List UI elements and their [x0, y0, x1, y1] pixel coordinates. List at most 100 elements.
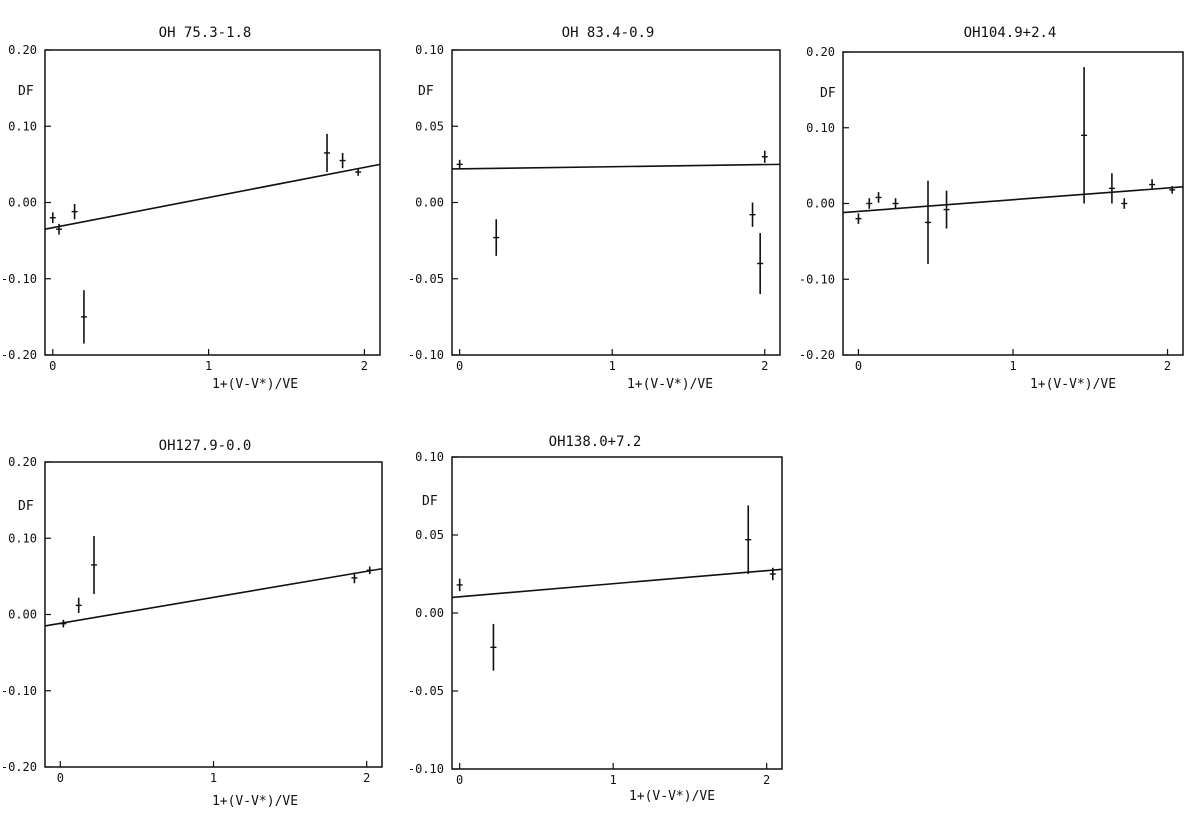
y-tick-label: 0.05 — [415, 528, 444, 542]
x-tick-label: 1 — [205, 359, 212, 373]
y-tick-label: 0.20 — [8, 455, 37, 469]
data-point — [324, 133, 331, 172]
data-point — [1121, 198, 1128, 209]
x-tick-label: 2 — [761, 359, 768, 373]
y-tick-label: -0.10 — [408, 762, 444, 776]
data-point — [943, 190, 950, 229]
plot-area: 0.20 0.10 0.00 -0.10 -0.20 0 1 2 — [1, 43, 381, 373]
y-tick-label: -0.10 — [1, 272, 37, 286]
data-point — [1149, 179, 1156, 190]
x-tick-label: 2 — [361, 359, 368, 373]
x-axis-label: 1+(V-V*)/VE — [629, 789, 715, 804]
fit-line — [451, 568, 783, 599]
panel-5: OH138.0+7.2 DF 1+(V-V*)/VE 0.10 0.05 0.00 -… — [408, 434, 783, 804]
data-point — [339, 152, 346, 169]
data-point — [925, 180, 931, 265]
y-tick-label: -0.10 — [1, 684, 37, 698]
plot-area: 0.20 0.10 0.00 -0.10 -0.20 0 1 2 — [799, 45, 1184, 373]
y-tick-label: 0.00 — [415, 606, 444, 620]
y-tick-label: 0.00 — [415, 196, 444, 210]
panel-4: OH127.9-0.0 DF 1+(V-V*)/VE 0.20 0.10 0.00 -… — [1, 438, 383, 809]
y-tick-label: 0.00 — [8, 608, 37, 622]
x-tick-label: 1 — [1009, 359, 1016, 373]
y-axis-label: DF — [418, 84, 434, 99]
y-tick-label: -0.05 — [408, 272, 444, 286]
x-tick-label: 0 — [57, 771, 64, 785]
y-tick-label: 0.05 — [415, 119, 444, 133]
x-axis-label: 1+(V-V*)/VE — [212, 377, 298, 392]
data-point — [761, 150, 768, 163]
data-point — [351, 572, 358, 584]
data-point — [355, 168, 362, 176]
x-axis-label: 1+(V-V*)/VE — [627, 377, 713, 392]
x-tick-label: 2 — [1164, 359, 1171, 373]
y-axis-label: DF — [18, 499, 34, 514]
x-tick-label: 2 — [363, 771, 370, 785]
y-tick-label: 0.00 — [806, 197, 835, 211]
x-tick-label: 0 — [49, 359, 56, 373]
plot-frame — [451, 456, 783, 770]
y-tick-label: 0.10 — [806, 121, 835, 135]
plot-area: 0.10 0.05 0.00 -0.05 -0.10 0 1 2 — [408, 43, 781, 373]
plot-area: 0.10 0.05 0.00 -0.05 -0.10 0 1 2 — [408, 450, 783, 787]
y-tick-label: 0.10 — [8, 119, 37, 133]
y-tick-label: -0.10 — [408, 348, 444, 362]
fit-line — [44, 567, 383, 627]
y-tick-label: -0.20 — [799, 348, 835, 362]
y-tick-label: 0.20 — [806, 45, 835, 59]
y-tick-label: -0.10 — [799, 272, 835, 286]
x-axis-label: 1+(V-V*)/VE — [212, 794, 298, 809]
data-point — [60, 619, 67, 628]
fit-line — [842, 186, 1184, 214]
data-point — [493, 219, 500, 256]
data-point — [769, 567, 776, 581]
panel-3: OH104.9+2.4 DF 1+(V-V*)/VE 0.20 0.10 0.00 -… — [799, 25, 1184, 392]
data-point — [749, 202, 756, 227]
data-point — [892, 198, 899, 209]
plot-area: 0.20 0.10 0.00 -0.10 -0.20 0 1 2 — [1, 455, 383, 785]
data-point — [1081, 67, 1088, 204]
y-tick-label: 0.00 — [8, 196, 37, 210]
data-point — [456, 578, 463, 592]
data-point — [757, 233, 764, 294]
plot-frame — [44, 49, 381, 356]
data-point — [490, 623, 497, 671]
data-point — [49, 212, 56, 224]
x-axis-label: 1+(V-V*)/VE — [1030, 377, 1116, 392]
data-point — [71, 204, 78, 220]
x-tick-label: 0 — [456, 773, 463, 787]
plot-frame — [451, 49, 781, 356]
data-point — [1108, 173, 1115, 204]
data-point — [91, 535, 98, 594]
y-tick-label: 0.10 — [8, 531, 37, 545]
x-tick-label: 0 — [456, 359, 463, 373]
fit-line — [451, 163, 781, 170]
y-axis-label: DF — [18, 84, 34, 99]
plot-frame — [44, 461, 383, 768]
x-tick-label: 0 — [855, 359, 862, 373]
chart-title: OH104.9+2.4 — [964, 25, 1057, 41]
y-axis-label: DF — [422, 494, 438, 509]
y-tick-label: 0.10 — [415, 450, 444, 464]
x-tick-label: 1 — [609, 359, 616, 373]
panel-2: OH 83.4-0.9 DF 1+(V-V*)/VE 0.10 0.05 0.00 -… — [408, 25, 781, 392]
chart-title: OH 83.4-0.9 — [562, 25, 655, 41]
x-tick-label: 1 — [210, 771, 217, 785]
data-point — [75, 597, 82, 613]
data-point — [56, 223, 63, 235]
y-tick-label: -0.20 — [1, 348, 37, 362]
y-tick-label: -0.20 — [1, 760, 37, 774]
x-tick-label: 1 — [610, 773, 617, 787]
data-point — [866, 198, 873, 209]
y-tick-label: 0.10 — [415, 43, 444, 57]
chart-title: OH 75.3-1.8 — [159, 25, 252, 41]
data-point — [875, 192, 882, 203]
y-tick-label: -0.05 — [408, 684, 444, 698]
data-point — [1169, 186, 1176, 194]
y-tick-label: 0.20 — [8, 43, 37, 57]
x-tick-label: 2 — [763, 773, 770, 787]
chart-title: OH138.0+7.2 — [549, 434, 642, 450]
data-point — [366, 566, 373, 575]
data-point — [80, 290, 87, 344]
